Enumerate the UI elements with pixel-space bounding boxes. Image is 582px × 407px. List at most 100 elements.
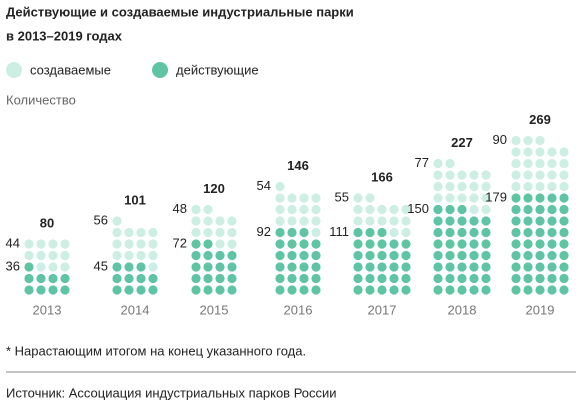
dot [523, 193, 533, 203]
dot [457, 239, 467, 249]
dot [203, 227, 213, 238]
dot [511, 204, 521, 215]
footnote: * Нарастающим итогом на конец указанного… [6, 343, 306, 358]
dot [148, 262, 158, 272]
dot [547, 147, 557, 157]
dot [469, 239, 479, 249]
legend-swatch [6, 62, 22, 78]
dot [511, 135, 521, 146]
dot [112, 216, 122, 226]
dot [511, 147, 521, 157]
dot-group [112, 216, 158, 272]
dot [203, 262, 213, 272]
value-label: 36 [6, 258, 20, 273]
dot [457, 285, 467, 295]
dot [445, 273, 455, 284]
dot-group [112, 262, 158, 295]
dot [377, 250, 387, 261]
total-label: 227 [451, 135, 473, 150]
dot [547, 170, 557, 180]
dot [433, 227, 443, 238]
dot [457, 250, 467, 261]
dot [469, 273, 479, 284]
value-label: 179 [485, 189, 507, 204]
dot [287, 285, 297, 295]
dot [523, 204, 533, 215]
dot [287, 250, 297, 261]
dot [365, 216, 375, 226]
dot [227, 262, 237, 272]
dot [227, 250, 237, 261]
dot [523, 135, 533, 146]
dot [377, 273, 387, 284]
dot [36, 262, 46, 272]
dot [48, 262, 58, 272]
dot [535, 239, 545, 249]
dot [112, 227, 122, 238]
dot [311, 216, 321, 226]
dot-group [275, 181, 321, 238]
dot [559, 147, 569, 157]
dot-group [24, 262, 70, 295]
dot [136, 239, 146, 249]
dot [559, 216, 569, 226]
dot [389, 216, 399, 226]
dot [445, 193, 455, 203]
dot [36, 285, 46, 295]
dot [311, 262, 321, 272]
dot [377, 204, 387, 215]
x-tick-label: 2014 [121, 302, 150, 317]
dot [24, 285, 34, 295]
dot [559, 181, 569, 192]
dot [401, 204, 411, 215]
dot [535, 135, 545, 146]
dot [112, 239, 122, 249]
dot [523, 170, 533, 180]
dot [481, 273, 491, 284]
dot [511, 216, 521, 226]
dot [148, 273, 158, 284]
dot [275, 193, 285, 203]
dot [457, 204, 467, 215]
dot [481, 181, 491, 192]
dot [401, 239, 411, 249]
legend-label: действующие [176, 62, 259, 77]
dot [433, 250, 443, 261]
dot [112, 273, 122, 284]
dot [60, 250, 70, 261]
dot [511, 170, 521, 180]
dot [433, 193, 443, 203]
dot [547, 239, 557, 249]
dot [136, 273, 146, 284]
dot [469, 262, 479, 272]
dot-group [24, 239, 70, 272]
dot [203, 250, 213, 261]
dot [287, 216, 297, 226]
dot [535, 285, 545, 295]
total-label: 166 [371, 169, 393, 184]
dot [287, 239, 297, 249]
dot [457, 170, 467, 180]
dot [227, 216, 237, 226]
dot [511, 239, 521, 249]
dot-group [353, 227, 411, 295]
value-label: 48 [173, 201, 187, 216]
dot [365, 273, 375, 284]
total-label: 101 [124, 192, 146, 207]
dot [535, 170, 545, 180]
dot [445, 158, 455, 169]
dot-group [511, 135, 569, 192]
dot [36, 239, 46, 249]
dot [547, 250, 557, 261]
dot [124, 262, 134, 272]
dot [523, 285, 533, 295]
dot [215, 250, 225, 261]
dot [36, 273, 46, 284]
dot [547, 181, 557, 192]
dot-group [433, 158, 491, 215]
dot [469, 285, 479, 295]
legend-swatch [152, 62, 168, 78]
dot [401, 262, 411, 272]
dot [523, 158, 533, 169]
value-label: 77 [415, 155, 429, 170]
